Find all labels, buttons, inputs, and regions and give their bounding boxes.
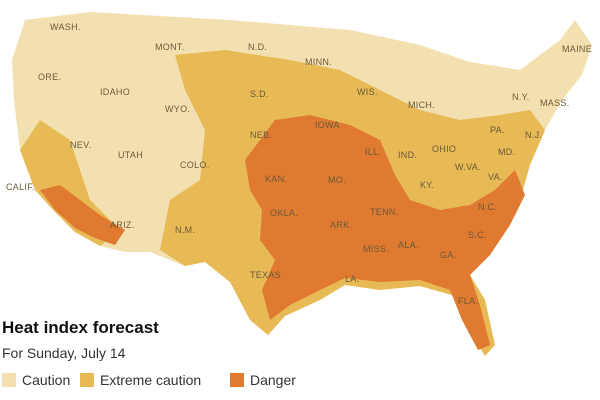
subtitle: For Sunday, July 14 bbox=[2, 345, 126, 361]
state-label: KAN. bbox=[265, 174, 287, 184]
state-label: IND. bbox=[398, 150, 417, 160]
state-label: LA. bbox=[345, 274, 359, 284]
state-label: MO. bbox=[328, 175, 346, 185]
state-label: WYO. bbox=[165, 104, 190, 114]
danger-west bbox=[40, 185, 125, 245]
state-label: W.VA. bbox=[455, 162, 481, 172]
state-label: GA. bbox=[440, 250, 456, 260]
legend-swatch bbox=[230, 373, 244, 387]
state-label: UTAH bbox=[118, 150, 143, 160]
state-label: N.Y. bbox=[512, 92, 530, 102]
state-label: COLO. bbox=[180, 160, 210, 170]
state-label: IDAHO bbox=[100, 87, 130, 97]
state-label: MONT. bbox=[155, 42, 185, 52]
state-label: N.C. bbox=[478, 202, 497, 212]
state-label: MD. bbox=[498, 147, 515, 157]
legend-swatch bbox=[80, 373, 94, 387]
legend-label: Caution bbox=[22, 372, 70, 388]
state-label: S.C. bbox=[468, 230, 487, 240]
legend-label: Extreme caution bbox=[100, 372, 201, 388]
state-label: ALA. bbox=[398, 240, 419, 250]
state-label: MAINE bbox=[562, 44, 592, 54]
state-label: OHIO bbox=[432, 144, 456, 154]
state-label: MINN. bbox=[305, 57, 332, 67]
legend-swatch bbox=[2, 373, 16, 387]
title: Heat index forecast bbox=[2, 318, 159, 337]
state-label: CALIF. bbox=[6, 182, 35, 192]
danger-area bbox=[245, 115, 525, 350]
legend: Caution Extreme caution Danger bbox=[2, 372, 296, 388]
state-label: ILL. bbox=[365, 147, 381, 157]
state-label: KY. bbox=[420, 180, 434, 190]
state-label: MISS. bbox=[363, 244, 389, 254]
state-label: S.D. bbox=[250, 89, 269, 99]
state-labels: WASH. MONT. N.D. MINN. MAINE ORE. IDAHO WYO. S.D… bbox=[6, 22, 592, 306]
state-label: WIS. bbox=[357, 87, 378, 97]
state-label: OKLA. bbox=[270, 208, 298, 218]
state-label: N.D. bbox=[248, 42, 267, 52]
state-label: N.J. bbox=[525, 130, 542, 140]
state-label: TENN. bbox=[370, 207, 399, 217]
state-label: WASH. bbox=[50, 22, 81, 32]
state-label: PA. bbox=[490, 125, 505, 135]
state-label: ARIZ. bbox=[110, 220, 135, 230]
state-label: NEB. bbox=[250, 130, 272, 140]
legend-label: Danger bbox=[250, 372, 296, 388]
state-label: N.M. bbox=[175, 225, 195, 235]
state-label: ORE. bbox=[38, 72, 61, 82]
state-label: MASS. bbox=[540, 98, 570, 108]
state-label: MICH. bbox=[408, 100, 435, 110]
state-label: ARK. bbox=[330, 220, 352, 230]
state-label: VA. bbox=[488, 172, 503, 182]
state-label: TEXAS bbox=[250, 270, 281, 280]
state-label: NEV. bbox=[70, 140, 91, 150]
state-label: FLA. bbox=[458, 296, 478, 306]
state-label: IOWA bbox=[315, 120, 340, 130]
